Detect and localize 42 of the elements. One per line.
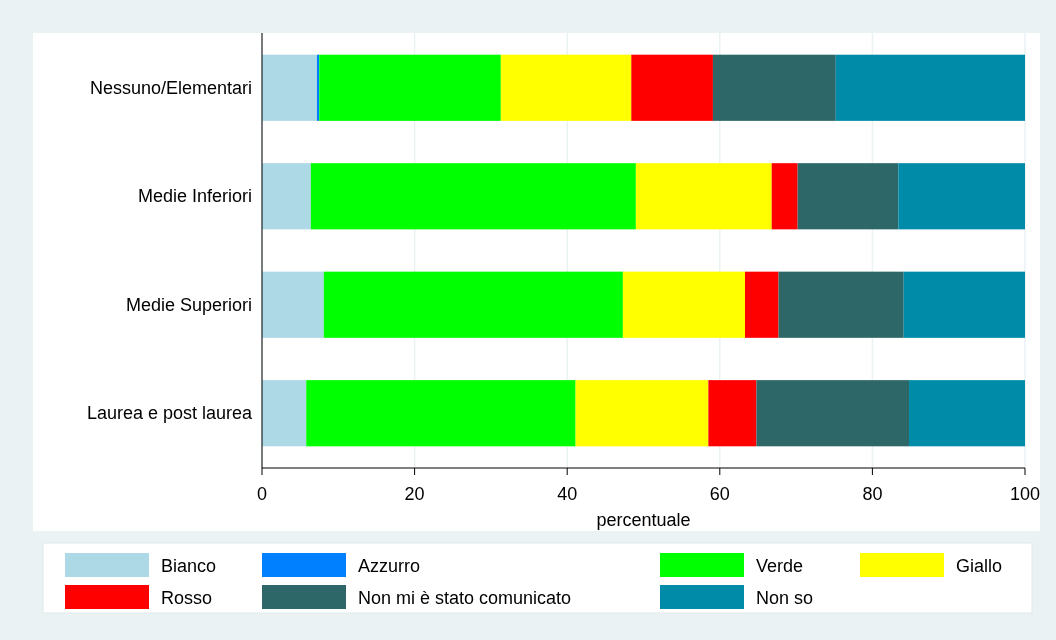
legend-label: Non so — [756, 588, 814, 608]
bar — [797, 163, 899, 230]
legend-label: Verde — [756, 556, 804, 576]
y-tick-label: Medie Inferiori — [137, 186, 252, 207]
bar — [898, 163, 1025, 230]
bar — [262, 54, 317, 121]
bar — [771, 163, 798, 230]
x-tick-label: 0 — [256, 484, 268, 504]
bar — [756, 380, 910, 447]
bar — [306, 380, 576, 447]
bar — [903, 271, 1025, 338]
x-tick-label: 20 — [404, 484, 425, 504]
legend-label: Giallo — [956, 556, 1003, 576]
legend-label: Non mi è stato comunicato — [358, 588, 572, 608]
bar — [778, 271, 904, 338]
bar — [835, 54, 1025, 121]
bar — [575, 380, 709, 447]
y-tick-label: Nessuno/Elementari — [89, 77, 252, 98]
legend-label: Azzurro — [358, 556, 421, 576]
bar — [310, 163, 636, 230]
x-tick-label: 100 — [1009, 484, 1041, 504]
x-tick-label: 60 — [709, 484, 730, 504]
legend-label: Rosso — [161, 588, 213, 608]
bar — [323, 271, 623, 338]
y-tick-label: Laurea e post laurea — [86, 403, 253, 424]
bar — [622, 271, 745, 338]
x-tick-label: 80 — [862, 484, 883, 504]
x-axis-title: percentuale — [596, 510, 691, 530]
y-tick-label: Medie Superiori — [125, 294, 252, 315]
bar — [631, 54, 713, 121]
bar — [500, 54, 632, 121]
bar — [909, 380, 1025, 447]
bar — [262, 163, 311, 230]
bar — [635, 163, 772, 230]
x-tick-label: 40 — [557, 484, 578, 504]
bar — [708, 380, 757, 447]
bar — [744, 271, 779, 338]
bar — [319, 54, 501, 121]
bar — [262, 271, 324, 338]
legend-label: Bianco — [161, 556, 217, 576]
bar — [262, 380, 307, 447]
bar — [712, 54, 836, 121]
